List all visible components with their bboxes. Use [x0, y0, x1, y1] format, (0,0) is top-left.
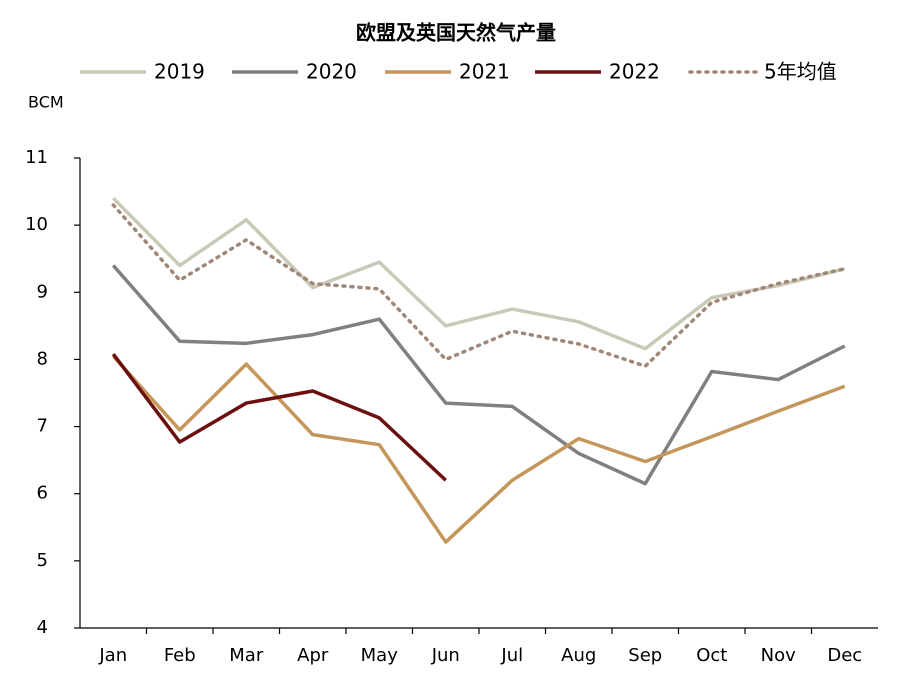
y-tick-label: 5 — [37, 550, 48, 571]
legend-label: 5年均值 — [764, 60, 837, 84]
chart-title: 欧盟及英国天然气产量 — [356, 21, 556, 45]
y-tick-label: 11 — [25, 147, 48, 168]
legend-label: 2020 — [306, 60, 357, 84]
x-tick-label: May — [361, 645, 399, 666]
y-tick-label: 9 — [37, 281, 48, 302]
x-tick-label: Oct — [696, 645, 727, 666]
y-tick-label: 6 — [37, 483, 48, 504]
series-line — [111, 354, 846, 544]
y-tick-label: 7 — [37, 416, 48, 437]
y-axis-label: BCM — [28, 93, 64, 112]
x-tick-label: Jul — [500, 645, 523, 666]
series-line — [112, 197, 846, 351]
y-tick-label: 10 — [25, 214, 48, 235]
legend-label: 2021 — [459, 60, 510, 84]
legend-label: 2022 — [609, 60, 660, 84]
series-line — [111, 203, 847, 368]
series-line — [111, 264, 846, 486]
y-tick-label: 8 — [37, 348, 48, 369]
legend-label: 2019 — [154, 60, 205, 84]
x-tick-label: Mar — [229, 645, 264, 666]
x-tick-label: Nov — [761, 645, 796, 666]
x-tick-label: Jun — [431, 645, 460, 666]
x-tick-label: Jan — [98, 645, 127, 666]
x-tick-label: Sep — [628, 645, 662, 666]
series-line — [111, 353, 447, 482]
y-tick-label: 4 — [37, 617, 48, 638]
x-tick-label: Dec — [827, 645, 862, 666]
x-tick-label: Aug — [561, 645, 596, 666]
x-tick-label: Apr — [297, 645, 329, 666]
x-tick-label: Feb — [164, 645, 196, 666]
